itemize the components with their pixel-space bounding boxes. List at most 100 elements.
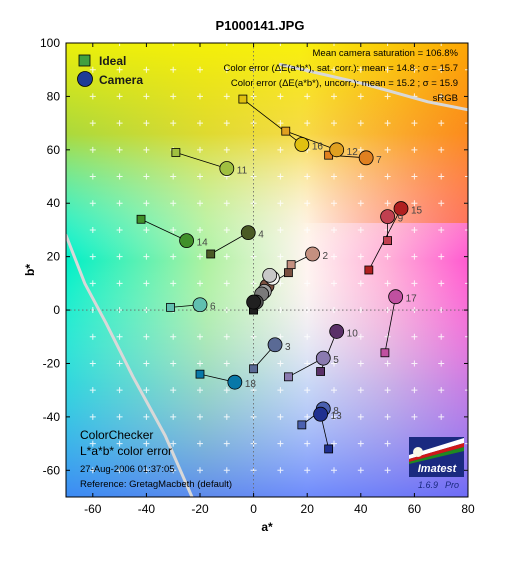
grid-cross (89, 146, 96, 153)
grid-cross (277, 200, 284, 207)
grid-cross (223, 253, 230, 260)
camera-point-9 (380, 209, 396, 224)
grid-cross (223, 200, 230, 207)
ideal-point-15 (364, 265, 374, 275)
ideal-point-18 (195, 369, 205, 379)
grid-cross (411, 413, 418, 420)
grid-cross (438, 173, 445, 180)
grid-cross (223, 333, 230, 340)
grid-cross (89, 66, 96, 73)
grid-cross (143, 66, 150, 73)
grid-cross (384, 120, 391, 127)
grid-cross (331, 253, 337, 260)
grid-cross (331, 387, 337, 394)
y-tick-label: 40 (47, 196, 61, 210)
grid-cross (170, 120, 177, 127)
grid-cross (465, 387, 468, 394)
grid-cross (170, 440, 177, 447)
grid-cross (197, 226, 203, 233)
grid-cross (331, 440, 337, 447)
grid-cross (197, 280, 203, 287)
grid-cross (304, 440, 311, 447)
patch-label-17: 17 (406, 294, 418, 305)
grid-cross (357, 226, 364, 233)
grid-cross (197, 66, 203, 73)
grid-cross (223, 467, 230, 474)
grid-cross (465, 66, 468, 73)
grid-cross (331, 226, 337, 233)
legend-camera-label: Camera (99, 73, 143, 87)
grid-cross (116, 360, 123, 367)
patch-label-16: 16 (312, 141, 324, 152)
camera-point-18 (227, 374, 243, 390)
grid-cross (250, 413, 257, 420)
grid-cross (116, 146, 123, 153)
grid-cross (384, 280, 391, 287)
y-tick-label: -20 (43, 356, 61, 370)
legend-ideal-label: Ideal (99, 54, 126, 68)
grid-cross (143, 226, 150, 233)
grid-cross (411, 120, 418, 127)
grid-cross (384, 467, 391, 474)
grid-cross (89, 93, 96, 100)
grid-cross (170, 226, 177, 233)
grid-cross (331, 200, 337, 207)
grid-cross (89, 333, 96, 340)
ideal-point-8 (297, 420, 307, 430)
grid-cross (465, 333, 468, 340)
grid-cross (277, 360, 284, 367)
grid-cross (197, 413, 203, 420)
grid-cross (116, 66, 123, 73)
x-tick-label: -20 (191, 502, 209, 516)
grid-cross (170, 280, 177, 287)
grid-cross (438, 387, 445, 394)
grid-cross (170, 66, 177, 73)
grid-cross (411, 66, 418, 73)
grid-cross (438, 413, 445, 420)
gamut-curve-1 (278, 62, 468, 112)
bottom-info-subtitle: L*a*b* color error (80, 444, 172, 458)
grid-cross (304, 200, 311, 207)
logo-version: 1.6.9 (418, 480, 438, 490)
error-line-14 (140, 218, 187, 241)
grid-cross (197, 333, 203, 340)
grid-cross (438, 93, 445, 100)
grid-cross (331, 173, 337, 180)
grid-cross (277, 66, 284, 73)
x-tick-label: -40 (138, 502, 156, 516)
grid-cross (438, 200, 445, 207)
x-axis-label: a* (261, 520, 273, 534)
grid-cross (277, 280, 284, 287)
patch-label-5: 5 (333, 355, 339, 366)
gamut-curve-2 (66, 233, 194, 497)
grid-cross (223, 413, 230, 420)
chart-title: P1000141.JPG (216, 18, 305, 33)
grid-cross (197, 146, 203, 153)
camera-point-20 (262, 267, 278, 283)
grid-cross (411, 200, 418, 207)
grid-cross (277, 43, 284, 46)
grid-cross (384, 387, 391, 394)
grid-cross (197, 387, 203, 394)
x-tick-label: 20 (301, 502, 315, 516)
y-tick-label: 80 (47, 89, 61, 103)
patch-label-10: 10 (347, 328, 359, 339)
camera-point-12 (329, 142, 345, 158)
grid-cross (304, 280, 311, 287)
grid-cross (143, 280, 150, 287)
grid-cross (357, 280, 364, 287)
ideal-point-2 (286, 260, 296, 270)
grid-cross (277, 226, 284, 233)
grid-cross (197, 440, 203, 447)
patch-label-3: 3 (285, 342, 291, 353)
ideal-point-1 (284, 268, 293, 278)
patch-label-9: 9 (398, 214, 404, 225)
ideal-point-11 (171, 148, 181, 157)
grid-cross (170, 387, 177, 394)
grid-cross (304, 226, 311, 233)
grid-cross (411, 333, 418, 340)
grid-cross (411, 387, 418, 394)
grid-cross (116, 467, 123, 474)
